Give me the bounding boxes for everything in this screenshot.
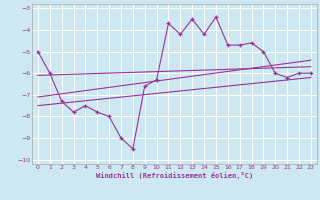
X-axis label: Windchill (Refroidissement éolien,°C): Windchill (Refroidissement éolien,°C) xyxy=(96,172,253,179)
